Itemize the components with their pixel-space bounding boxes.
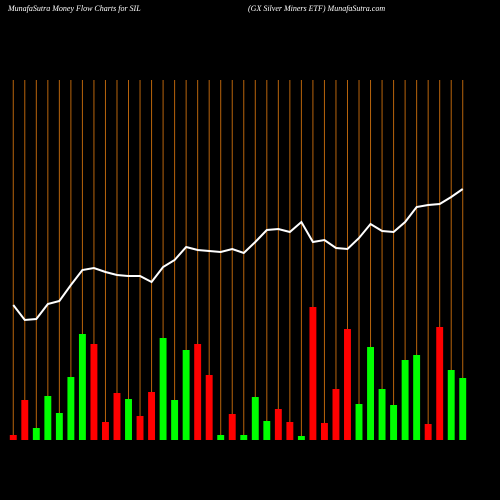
bar xyxy=(424,424,432,440)
bar xyxy=(136,416,144,440)
bar xyxy=(378,389,386,440)
bar xyxy=(102,422,109,440)
bar xyxy=(125,399,132,440)
bar xyxy=(32,428,40,440)
bar xyxy=(401,360,409,440)
bar xyxy=(228,414,236,440)
money-flow-line xyxy=(12,188,464,322)
bar xyxy=(113,393,121,440)
chart-title: MunafaSutra Money Flow Charts for SIL xyxy=(7,4,141,13)
bar xyxy=(344,329,351,440)
bar xyxy=(367,347,374,440)
bar xyxy=(90,344,98,440)
bar xyxy=(459,378,467,440)
bar xyxy=(240,435,248,440)
bar xyxy=(309,307,317,440)
bar xyxy=(413,355,421,440)
bar xyxy=(320,423,328,440)
bar xyxy=(274,409,282,440)
bar xyxy=(44,396,52,440)
bar xyxy=(286,422,294,440)
bar xyxy=(21,400,29,440)
bar xyxy=(159,338,167,440)
bar xyxy=(436,327,444,440)
bar xyxy=(355,404,363,440)
bar xyxy=(447,370,455,440)
bar xyxy=(205,375,213,440)
bar xyxy=(9,435,17,440)
bar xyxy=(263,421,271,440)
bar xyxy=(171,400,179,440)
bar xyxy=(297,436,305,440)
bar xyxy=(78,334,86,440)
bar xyxy=(182,350,190,440)
bar xyxy=(332,389,340,440)
bar xyxy=(390,405,398,440)
bar xyxy=(148,392,156,440)
bar xyxy=(194,344,202,440)
bar xyxy=(67,377,75,440)
bar xyxy=(251,397,259,440)
bar xyxy=(55,413,63,440)
bar xyxy=(217,435,225,440)
chart-subtitle: (GX Silver Miners ETF) MunafaSutra.com xyxy=(248,4,385,13)
